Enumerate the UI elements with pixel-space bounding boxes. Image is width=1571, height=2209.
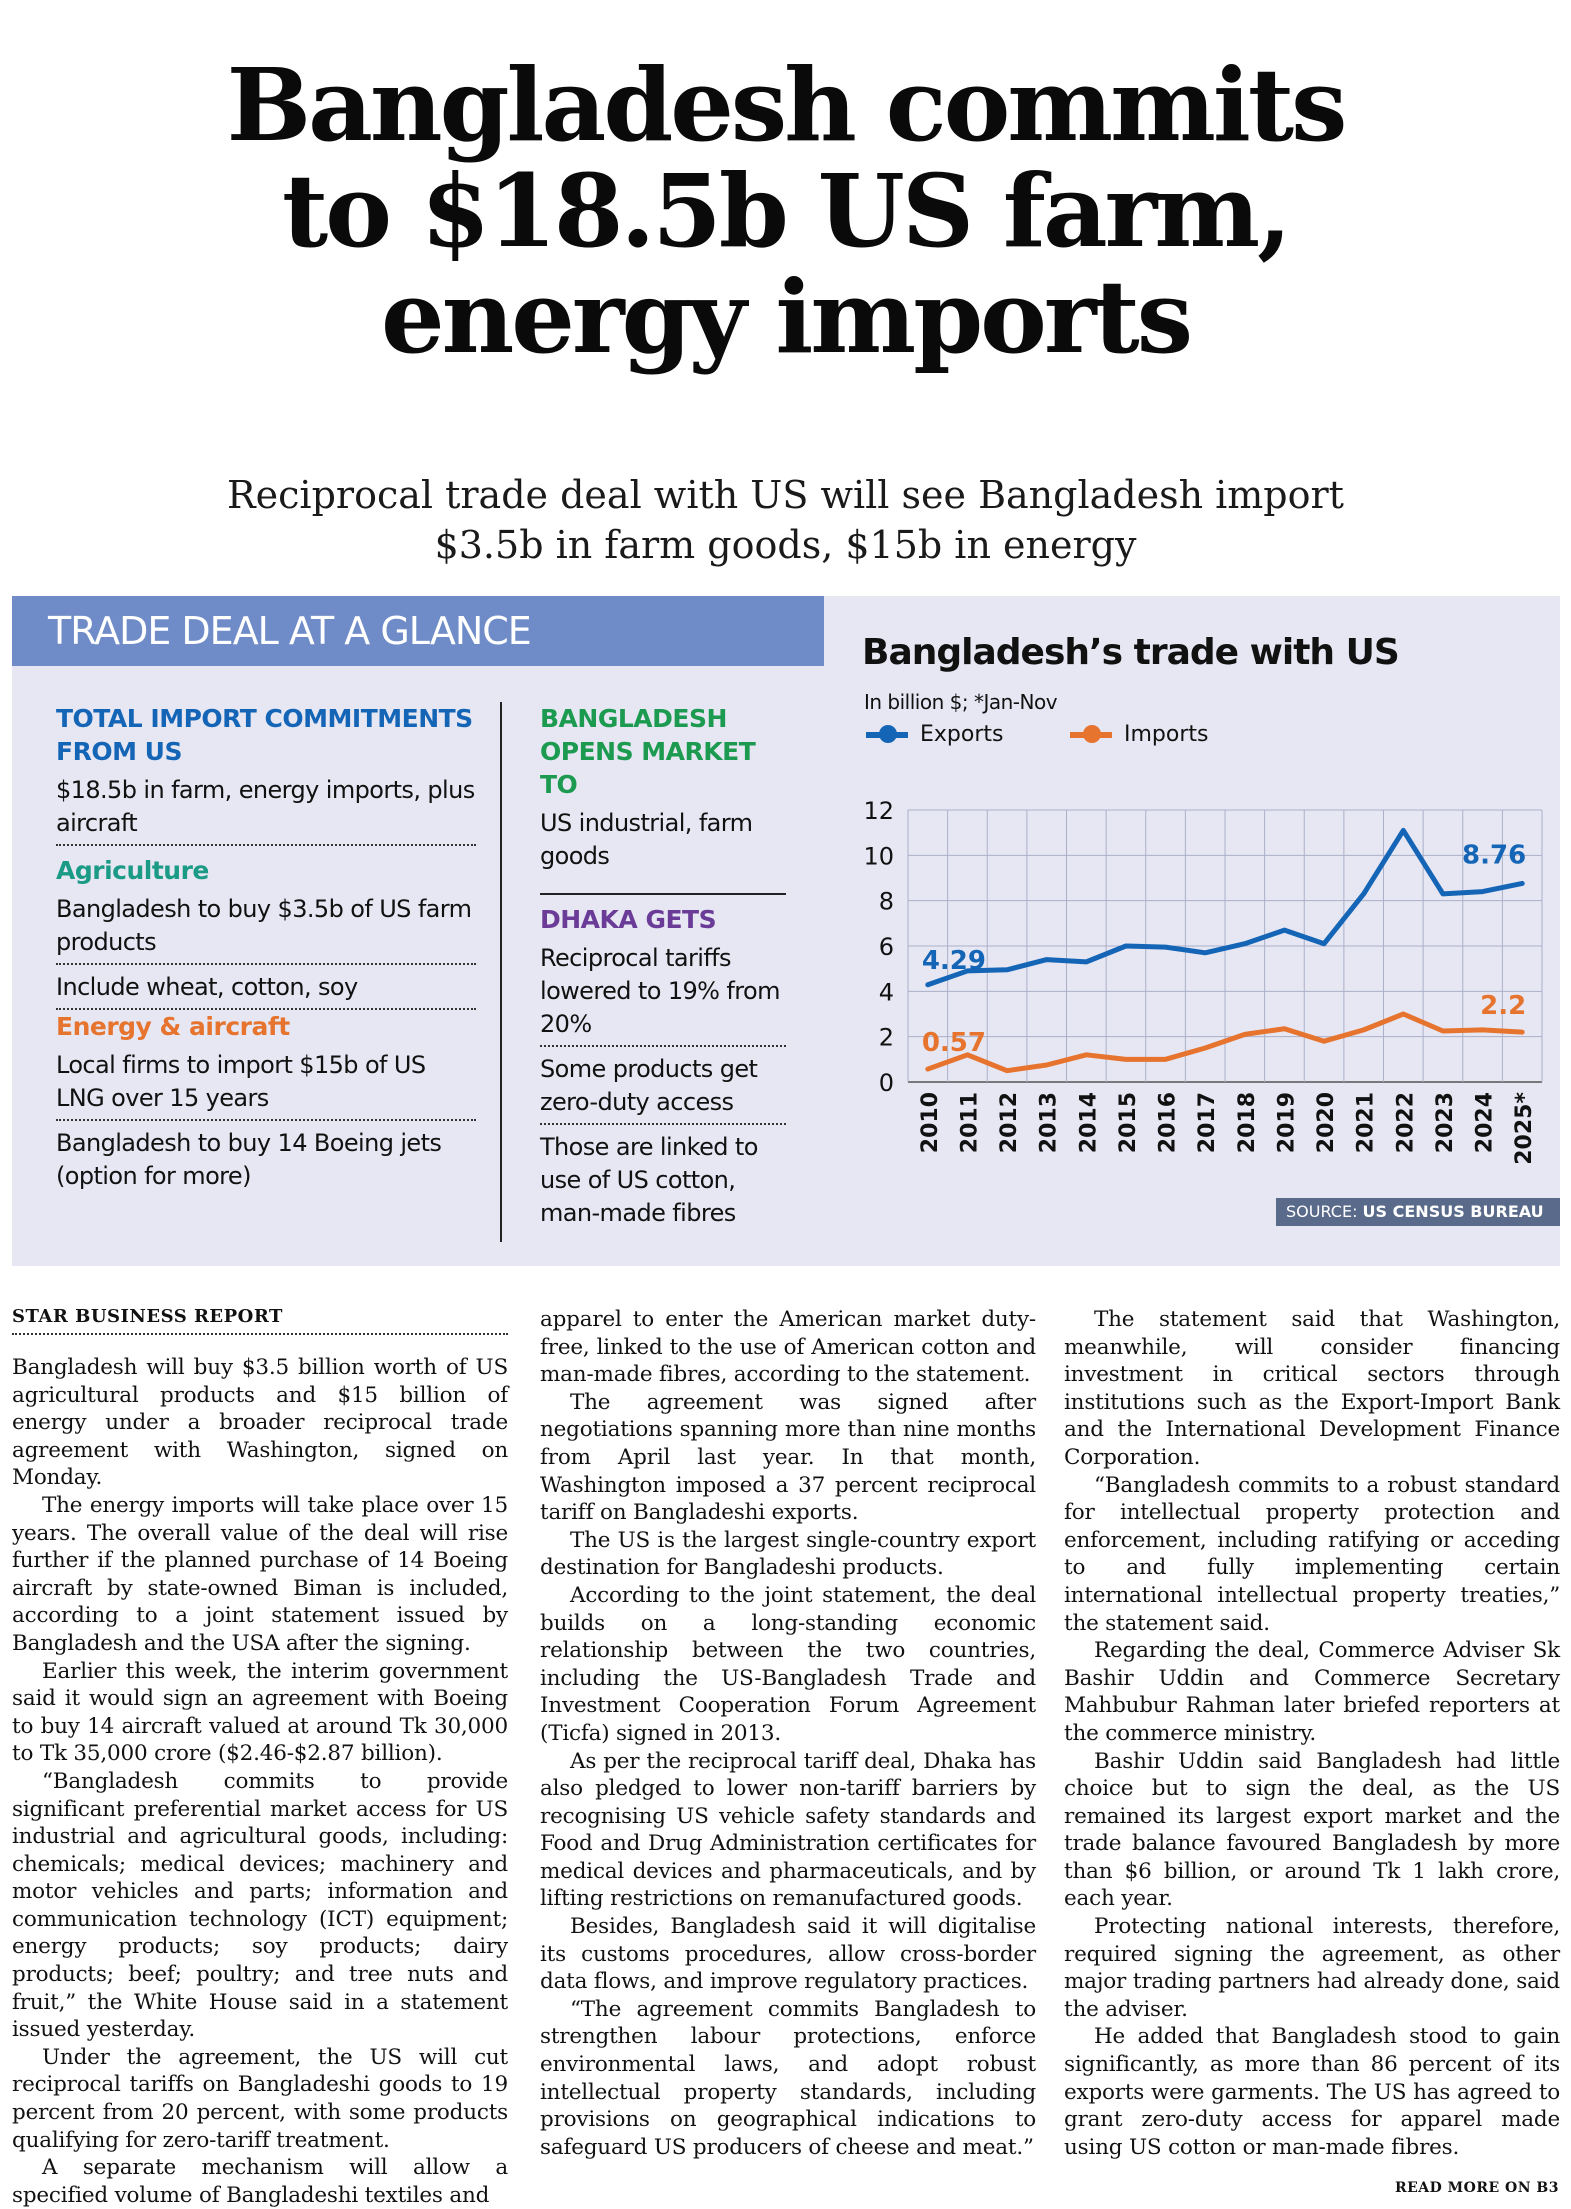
paragraph: As per the reciprocal tariff deal, Dhaka… [540, 1748, 1036, 1912]
dhaka-gets-heading: DHAKA GETS [540, 905, 717, 934]
agriculture-heading: Agriculture [56, 856, 209, 885]
series-line-exports [925, 827, 1525, 988]
y-tick-label: 0 [879, 1069, 894, 1097]
x-tick-label: 2013 [1037, 1092, 1062, 1153]
y-tick-label: 4 [879, 978, 894, 1006]
source-label: SOURCE: [1286, 1202, 1358, 1221]
y-tick-label: 2 [879, 1024, 894, 1052]
x-tick-label: 2017 [1195, 1092, 1220, 1153]
paragraph: Under the agreement, the US will cut rec… [12, 2044, 508, 2153]
column-divider [500, 702, 502, 1242]
agriculture-item-1: Bangladesh to buy $3.5b of US farm produ… [56, 887, 476, 965]
deck: Reciprocal trade deal with US will see B… [0, 470, 1571, 570]
y-tick-label: 10 [863, 842, 894, 870]
total-imports-text: $18.5b in farm, energy imports, plus air… [56, 768, 476, 846]
deck-line-1: Reciprocal trade deal with US will see B… [227, 473, 1344, 517]
legend-imports: Imports [1070, 722, 1208, 747]
legend-exports-swatch [866, 724, 908, 743]
y-tick-label: 6 [879, 933, 894, 961]
paragraph: “Bangladesh commits to a robust standard… [1064, 1472, 1560, 1636]
x-tick-label: 2010 [918, 1092, 943, 1153]
paragraph: He added that Bangladesh stood to gain s… [1064, 2024, 1560, 2160]
paragraph: Bangladesh will buy $3.5 billion worth o… [12, 1355, 508, 1491]
x-tick-label: 2022 [1393, 1092, 1418, 1153]
paragraph: Earlier this week, the interim governmen… [12, 1658, 508, 1767]
x-tick-label: 2011 [957, 1092, 982, 1153]
source-credit: SOURCE: US CENSUS BUREAU [1276, 1198, 1560, 1226]
data-label-exports-first: 4.29 [922, 946, 986, 976]
article-column-2: apparel to enter the American market dut… [540, 1306, 1036, 2161]
x-tick-label: 2025* [1512, 1092, 1537, 1165]
x-tick-label: 2019 [1274, 1092, 1299, 1153]
byline: STAR BUSINESS REPORT [12, 1306, 283, 1327]
legend-imports-label: Imports [1124, 722, 1209, 747]
x-tick-label: 2016 [1156, 1092, 1181, 1153]
dhaka-gets-item-1: Reciprocal tariffs lowered to 19% from 2… [540, 936, 786, 1047]
infographic: TRADE DEAL AT A GLANCE TOTAL IMPORT COMM… [12, 596, 1560, 1266]
deck-line-2: $3.5b in farm goods, $15b in energy [434, 523, 1137, 567]
energy-heading: Energy & aircraft [56, 1012, 290, 1041]
energy-item-2: Bangladesh to buy 14 Boeing jets (option… [56, 1129, 442, 1190]
data-label-imports-last: 2.2 [1480, 991, 1526, 1021]
byline-block: STAR BUSINESS REPORT [12, 1306, 508, 1335]
series-line-imports [925, 1011, 1525, 1074]
paragraph: A separate mechanism will allow a specif… [12, 2155, 508, 2208]
dhaka-gets-item-3: Those are linked to use of US cotton, ma… [540, 1133, 758, 1227]
paragraph: Regarding the deal, Commerce Adviser Sk … [1064, 1638, 1560, 1746]
y-tick-label: 12 [863, 797, 894, 825]
opens-market-heading: BANGLADESH OPENS MARKET TO [540, 704, 756, 799]
paragraph: The energy imports will take place over … [12, 1492, 508, 1656]
x-tick-label: 2015 [1116, 1092, 1141, 1153]
agriculture-item-2: Include wheat, cotton, soy [56, 965, 476, 1010]
y-tick-label: 8 [879, 888, 894, 916]
energy-item-1: Local firms to import $15b of US LNG ove… [56, 1043, 476, 1121]
paragraph: apparel to enter the American market dut… [540, 1307, 1036, 1388]
opens-market-text: US industrial, farm goods [540, 801, 786, 895]
legend-imports-swatch [1070, 724, 1112, 743]
data-label-exports-last: 8.76 [1462, 840, 1526, 870]
chart-title: Bangladesh’s trade with US [862, 632, 1400, 673]
glance-right-column: BANGLADESH OPENS MARKET TO US industrial… [540, 702, 786, 1234]
headline-line-1: Bangladesh commits [226, 46, 1348, 164]
legend-exports-label: Exports [920, 722, 1004, 747]
paragraph: “Bangladesh commits to provide significa… [12, 1768, 508, 2043]
x-tick-label: 2020 [1314, 1092, 1339, 1153]
total-imports-heading: TOTAL IMPORT COMMITMENTS FROM US [56, 704, 473, 766]
legend-exports: Exports [866, 722, 1003, 747]
headline-line-3: energy imports [380, 258, 1193, 376]
article-column-1: Bangladesh will buy $3.5 billion worth o… [12, 1354, 508, 2209]
x-tick-label: 2024 [1473, 1092, 1498, 1153]
paragraph: Protecting national interests, therefore… [1064, 1914, 1560, 2022]
x-tick-label: 2012 [997, 1092, 1022, 1153]
trade-line-chart: 0 2 4 6 8 10 12 2010 2011 2012 2013 2014 2015 2016 201… [863, 797, 1543, 1165]
glance-header: TRADE DEAL AT A GLANCE [12, 596, 824, 666]
paragraph: The statement said that Washington, mean… [1064, 1307, 1560, 1470]
paragraph: Besides, Bangladesh said it will digital… [540, 1914, 1036, 1995]
glance-left-column: TOTAL IMPORT COMMITMENTS FROM US $18.5b … [56, 702, 476, 1197]
headline-line-2: to $18.5b US farm, [282, 152, 1292, 270]
x-tick-label: 2018 [1235, 1092, 1260, 1153]
data-label-imports-first: 0.57 [922, 1028, 986, 1058]
source-name: US CENSUS BUREAU [1362, 1202, 1544, 1221]
headline: Bangladesh commits to $18.5b US farm, en… [0, 52, 1571, 370]
x-tick-label: 2014 [1076, 1092, 1101, 1153]
paragraph: Bashir Uddin said Bangladesh had little … [1064, 1748, 1560, 1912]
paragraph: The agreement was signed after negotiati… [540, 1389, 1036, 1526]
paragraph: According to the joint statement, the de… [540, 1582, 1036, 1746]
x-tick-label: 2021 [1354, 1092, 1379, 1153]
article-column-3: The statement said that Washington, mean… [1064, 1306, 1560, 2161]
x-tick-label: 2023 [1433, 1092, 1458, 1153]
paragraph: The US is the largest single-country exp… [540, 1527, 1036, 1581]
dhaka-gets-item-2: Some products get zero-duty access [540, 1047, 786, 1125]
chart-subtitle: In billion $; *Jan-Nov [864, 690, 1058, 714]
read-more-link[interactable]: READ MORE ON B3 [1395, 2180, 1559, 2196]
paragraph: “The agreement commits Bangladesh to str… [540, 1996, 1036, 2160]
